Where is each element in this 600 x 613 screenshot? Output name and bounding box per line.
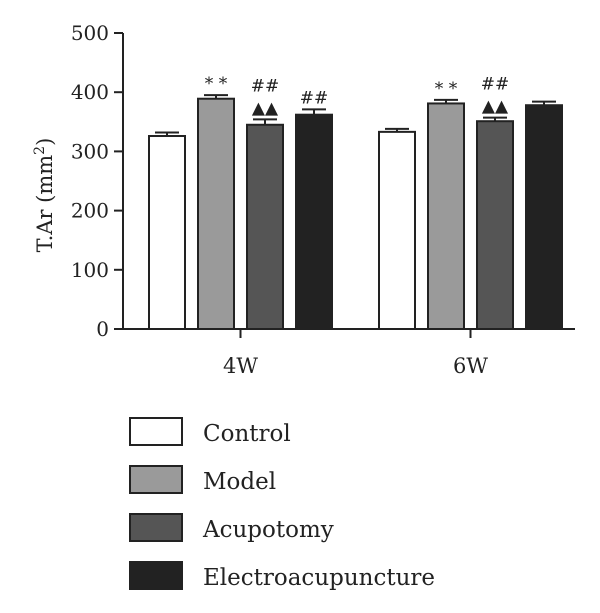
y-axis-label: T.Ar (mm2): [32, 138, 57, 253]
significance-annotations: * * ##▲▲## * * ##▲▲: [205, 74, 509, 118]
y-axis-label-sup: 2: [32, 146, 48, 155]
y-tick-label: 300: [71, 139, 109, 163]
legend-label-electroacupuncture: Electroacupuncture: [203, 565, 435, 591]
y-tick-label: 400: [71, 80, 109, 104]
bar-electroacupuncture-4w: [295, 113, 333, 330]
bar-acupotomy-4w: [246, 123, 284, 331]
legend-label-model: Model: [203, 469, 276, 495]
bar-acupotomy-6w: [476, 120, 514, 331]
legend-swatch-electroacupuncture: [129, 561, 183, 590]
legend: Control Model Acupotomy Electroacupuncture: [129, 417, 435, 591]
legend-swatch-acupotomy: [129, 513, 183, 542]
significance-marker: ##: [300, 88, 329, 108]
legend-swatch-model: [129, 465, 183, 494]
significance-marker: * *: [435, 79, 458, 99]
bar-model-6w: [427, 102, 465, 330]
legend-swatch-control: [129, 417, 183, 446]
x-tick-label: 6W: [453, 354, 488, 378]
legend-label-acupotomy: Acupotomy: [202, 517, 334, 543]
y-axis-label-main: T.Ar (mm: [33, 155, 57, 253]
bar-control-4w: [148, 135, 186, 330]
significance-marker: ▲▲: [252, 98, 279, 118]
significance-marker: * *: [205, 74, 228, 94]
y-tick-label: 100: [71, 258, 109, 282]
significance-marker: ##: [251, 76, 280, 96]
x-tick-label: 4W: [223, 354, 258, 378]
significance-marker: ▲▲: [482, 97, 509, 117]
bar-control-6w: [378, 130, 416, 330]
bar-electroacupuncture-6w: [525, 104, 563, 330]
axes: 0 100 200 300 400 500 4W 6W: [71, 21, 575, 378]
y-axis-label-close: ): [33, 138, 57, 146]
significance-marker: ##: [481, 75, 510, 95]
legend-label-control: Control: [203, 421, 291, 447]
y-tick-label: 200: [71, 199, 109, 223]
y-tick-label: 500: [71, 21, 109, 45]
bars: [148, 94, 563, 331]
bar-model-4w: [197, 97, 235, 330]
y-tick-label: 0: [96, 317, 109, 341]
